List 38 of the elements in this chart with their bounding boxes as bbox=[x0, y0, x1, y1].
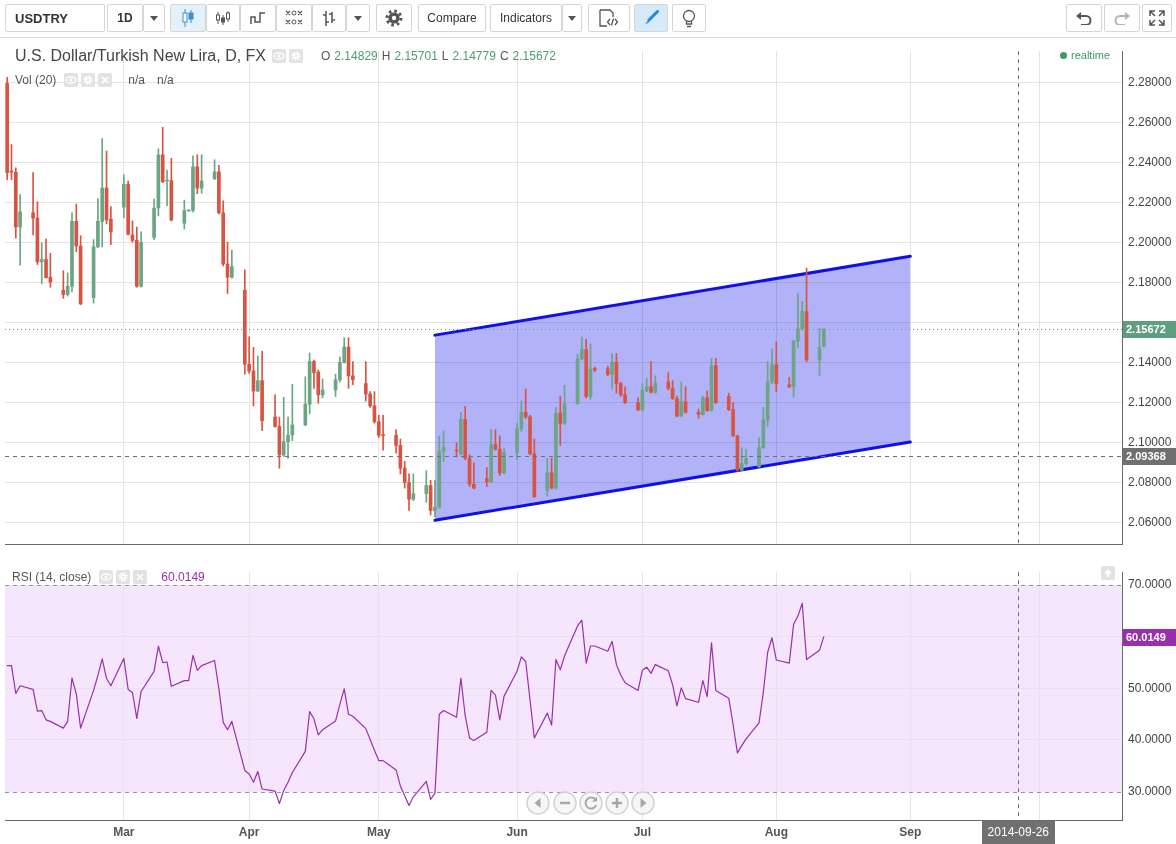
annotation: n/a bbox=[157, 73, 174, 87]
y-tick-label: 2.20000 bbox=[1128, 234, 1172, 249]
annotation: realtime bbox=[1071, 49, 1111, 61]
y-tick-label: 2.12000 bbox=[1128, 395, 1172, 410]
button: 1D bbox=[107, 4, 143, 32]
y-tick-label: 40.0000 bbox=[1128, 732, 1172, 747]
x-tick-label: Apr bbox=[238, 824, 260, 839]
y-tick-label: 30.0000 bbox=[1128, 783, 1172, 798]
ref-line-label: 2.09368 bbox=[1126, 450, 1166, 463]
ref-line-label: 2014-09-26 bbox=[987, 825, 1050, 840]
text: 60.0149 bbox=[1126, 631, 1166, 644]
y-tick-label: 2.08000 bbox=[1128, 475, 1172, 490]
y-tick-label: 2.26000 bbox=[1128, 114, 1172, 129]
y-tick-label: 70.0000 bbox=[1128, 577, 1172, 592]
chart-title: U.S. Dollar/Turkish New Lira, D, FX bbox=[15, 47, 267, 65]
annotation: 60.0149 bbox=[161, 570, 205, 584]
text-field: USDTRY bbox=[5, 4, 105, 32]
y-tick-label: 50.0000 bbox=[1128, 680, 1172, 695]
annotation: Vol (20) bbox=[15, 73, 57, 87]
annotation: O 2.14829 H 2.15701 L 2.14779 C 2.15672 bbox=[321, 49, 556, 63]
x-tick-label: Jul bbox=[633, 824, 652, 839]
x-tick-label: Mar bbox=[113, 824, 135, 839]
x-tick-label: Sep bbox=[899, 824, 922, 839]
y-tick-label: 2.28000 bbox=[1128, 74, 1172, 89]
y-tick-label: 2.14000 bbox=[1128, 355, 1172, 370]
x-tick-label: Aug bbox=[764, 824, 788, 839]
y-tick-label: 2.22000 bbox=[1128, 194, 1172, 209]
y-tick-label: 2.18000 bbox=[1128, 274, 1172, 289]
button: Indicators bbox=[490, 4, 562, 32]
y-tick-label: 2.10000 bbox=[1128, 435, 1172, 450]
x-tick-label: May bbox=[367, 824, 391, 839]
y-tick-label: 2.24000 bbox=[1128, 154, 1172, 169]
annotation: n/a bbox=[128, 73, 146, 87]
chart-title: RSI (14, close) bbox=[12, 570, 92, 584]
ref-line-label: 2.15672 bbox=[1126, 323, 1166, 336]
x-tick-label: Jun bbox=[506, 824, 528, 839]
y-tick-label: 2.06000 bbox=[1128, 515, 1172, 530]
button: Compare bbox=[418, 4, 486, 32]
